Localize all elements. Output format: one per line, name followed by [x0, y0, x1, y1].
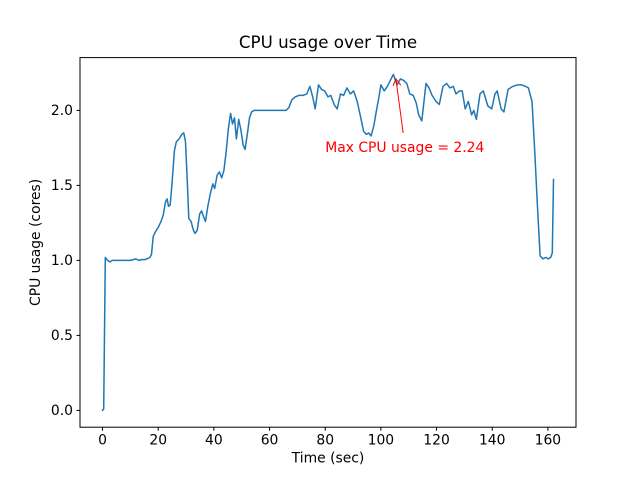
- y-axis-label: CPU usage (cores): [28, 179, 44, 306]
- x-ticks: 0 20 40 60 80 100 120 140 160: [98, 427, 561, 449]
- x-tick-label: 100: [368, 433, 395, 449]
- x-tick-label: 140: [479, 433, 506, 449]
- y-tick-label: 0.0: [51, 403, 73, 419]
- annotation-arrow: [396, 79, 404, 133]
- x-tick-label: 60: [261, 433, 279, 449]
- x-tick-label: 20: [149, 433, 167, 449]
- annotation-text: Max CPU usage = 2.24: [325, 140, 484, 156]
- y-tick-label: 1.0: [51, 253, 73, 269]
- x-tick-label: 80: [316, 433, 334, 449]
- y-tick-label: 2.0: [51, 103, 73, 119]
- y-ticks: 0.0 0.5 1.0 1.5 2.0: [51, 103, 80, 419]
- x-axis-label: Time (sec): [291, 451, 365, 467]
- x-tick-label: 120: [423, 433, 450, 449]
- x-tick-label: 40: [205, 433, 223, 449]
- cpu-usage-line: [101, 73, 555, 412]
- plot-area-border: [79, 57, 577, 428]
- x-tick-label: 0: [98, 433, 107, 449]
- y-tick-label: 0.5: [51, 328, 73, 344]
- chart-title: CPU usage over Time: [239, 32, 417, 52]
- x-tick-label: 160: [535, 433, 562, 449]
- y-tick-label: 1.5: [51, 178, 73, 194]
